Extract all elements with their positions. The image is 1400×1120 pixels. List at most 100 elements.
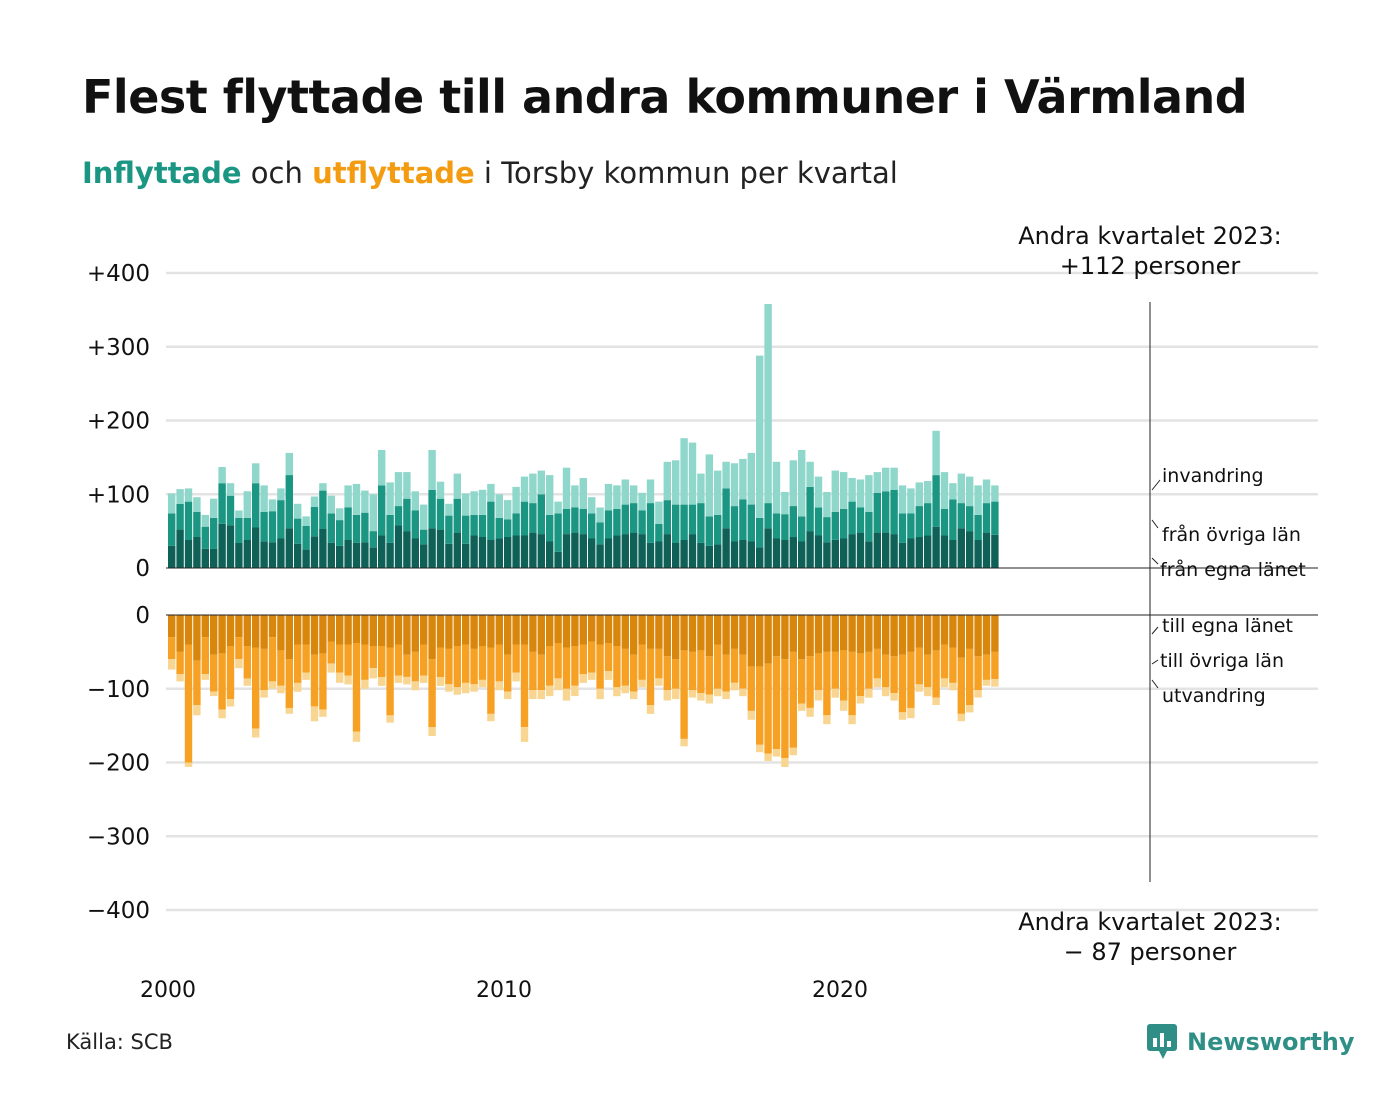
bar-in-immigration	[352, 483, 361, 515]
bar-out-other-counties	[672, 659, 680, 689]
bar-out-emigration	[588, 672, 596, 680]
bar-in-other-counties	[235, 517, 243, 543]
bar-in-own-county	[277, 538, 285, 568]
bar-out-other-counties	[520, 644, 529, 728]
bar-out-emigration	[369, 668, 377, 679]
bar-out-own-county	[646, 615, 655, 649]
bar-in-immigration	[243, 491, 251, 518]
bar-out-emigration	[848, 715, 856, 725]
bar-out-emigration	[663, 690, 671, 701]
bar-in-other-counties	[252, 483, 260, 528]
bar-out-own-county	[537, 615, 545, 655]
bar-in-own-county	[411, 538, 419, 568]
bar-out-own-county	[512, 615, 520, 645]
bar-out-other-counties	[310, 654, 319, 707]
bar-in-immigration	[386, 482, 394, 515]
bar-out-emigration	[411, 681, 419, 691]
bar-out-other-counties	[529, 651, 537, 691]
bar-in-own-county	[940, 535, 949, 568]
bar-out-other-counties	[226, 646, 235, 700]
bar-out-own-county	[722, 615, 730, 655]
bar-in-own-county	[798, 541, 806, 569]
bar-in-immigration	[478, 489, 487, 515]
subtitle-rest: i Torsby kommun per kvartal	[474, 156, 898, 190]
bar-out-own-county	[336, 615, 344, 645]
bar-out-emigration	[327, 663, 335, 673]
bar-in-own-county	[470, 535, 478, 568]
bar-out-own-county	[588, 615, 596, 642]
bar-in-immigration	[924, 481, 932, 504]
bar-in-own-county	[302, 549, 310, 568]
bar-in-own-county	[327, 542, 335, 568]
bar-in-other-counties	[168, 513, 176, 546]
bar-in-other-counties	[403, 498, 411, 532]
bar-in-own-county	[487, 540, 495, 568]
bar-out-own-county	[898, 615, 907, 655]
bar-in-immigration	[394, 472, 403, 506]
bar-out-own-county	[823, 615, 831, 652]
bar-out-emigration	[403, 677, 411, 685]
bar-in-other-counties	[705, 516, 713, 546]
bar-out-other-counties	[646, 648, 655, 705]
bar-in-immigration	[596, 507, 604, 523]
bar-in-own-county	[546, 541, 554, 569]
bar-in-own-county	[495, 538, 503, 568]
bar-out-other-counties	[596, 644, 604, 689]
bar-out-other-counties	[579, 644, 587, 674]
bar-out-emigration	[949, 682, 957, 691]
bar-out-emigration	[823, 715, 831, 725]
bar-out-own-county	[168, 615, 176, 638]
bar-in-other-counties	[798, 516, 806, 542]
bar-in-other-counties	[310, 506, 319, 537]
bar-out-own-county	[210, 615, 218, 655]
bar-in-own-county	[562, 534, 571, 568]
bar-in-other-counties	[663, 500, 671, 534]
bar-out-emigration	[445, 684, 453, 692]
bar-in-other-counties	[336, 520, 344, 546]
bar-in-immigration	[848, 478, 856, 502]
bar-out-own-county	[974, 615, 982, 657]
y-tick-label-out: −300	[87, 824, 150, 850]
bar-in-own-county	[294, 543, 302, 568]
bar-in-own-county	[352, 542, 361, 568]
bar-out-other-counties	[915, 647, 923, 685]
bar-out-other-counties	[252, 647, 260, 729]
bar-in-other-counties	[814, 507, 823, 536]
bar-in-immigration	[529, 473, 537, 504]
bar-in-own-county	[193, 537, 201, 568]
bar-in-own-county	[520, 535, 529, 568]
bar-out-other-counties	[789, 651, 797, 748]
annotation-top-line1: Andra kvartalet 2023:	[1018, 222, 1282, 250]
bar-out-emigration	[554, 678, 562, 691]
bar-in-other-counties	[882, 491, 890, 533]
bar-in-other-counties	[294, 518, 302, 544]
bar-in-immigration	[865, 475, 873, 512]
bar-out-emigration	[252, 728, 260, 738]
bar-out-other-counties	[991, 651, 999, 680]
bar-out-other-counties	[680, 650, 688, 739]
bar-out-emigration	[705, 694, 713, 704]
bar-in-immigration	[898, 485, 907, 514]
bar-out-own-county	[579, 615, 587, 645]
bar-in-other-counties	[478, 514, 487, 537]
bar-out-own-county	[865, 615, 873, 652]
bar-out-own-county	[252, 615, 260, 648]
bar-out-other-counties	[932, 650, 940, 698]
bar-out-own-county	[386, 615, 394, 648]
bar-out-own-county	[201, 615, 209, 638]
bar-out-other-counties	[571, 646, 579, 686]
bar-in-immigration	[840, 472, 848, 509]
bar-out-own-county	[882, 615, 890, 655]
bar-out-emigration	[873, 678, 881, 688]
bar-in-own-county	[924, 535, 932, 568]
bar-out-emigration	[361, 679, 369, 689]
bar-out-emigration	[537, 690, 545, 700]
bar-out-own-county	[520, 615, 529, 645]
bar-in-own-county	[806, 531, 814, 568]
bar-in-own-county	[184, 540, 193, 568]
bar-in-other-counties	[890, 489, 898, 535]
bar-in-other-counties	[428, 489, 436, 529]
bar-in-own-county	[226, 525, 235, 568]
bar-in-other-counties	[184, 501, 193, 540]
bar-in-immigration	[982, 479, 991, 504]
